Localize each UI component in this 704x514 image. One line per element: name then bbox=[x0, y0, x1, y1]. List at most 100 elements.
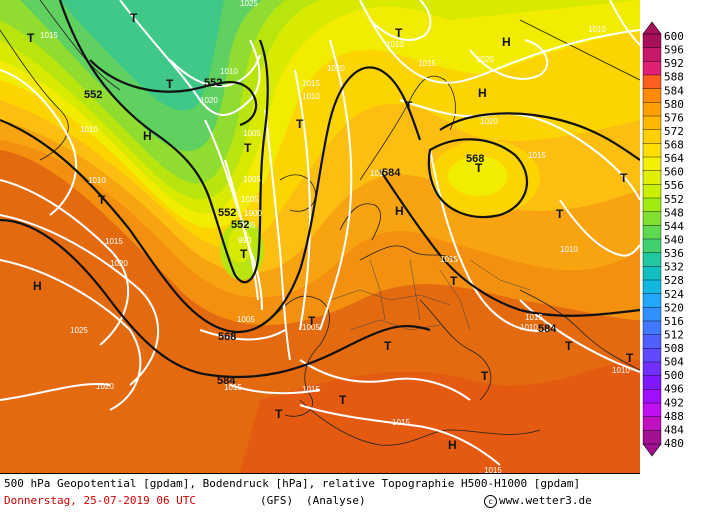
legend-swatch bbox=[642, 334, 662, 349]
pressure-label: 1020 bbox=[327, 64, 345, 73]
legend-label: 596 bbox=[664, 44, 684, 57]
pressure-label: 1020 bbox=[96, 382, 114, 391]
legend-swatch bbox=[642, 102, 662, 117]
pressure-label: 1015 bbox=[302, 79, 320, 88]
pressure-label: 1020 bbox=[110, 259, 128, 268]
legend-label: 576 bbox=[664, 111, 684, 124]
pressure-label: 1025 bbox=[240, 0, 258, 8]
geopotential-label: 568 bbox=[218, 331, 236, 343]
legend-label: 528 bbox=[664, 274, 684, 287]
field-544 bbox=[60, 0, 224, 111]
legend-label: 516 bbox=[664, 315, 684, 328]
pressure-label: 1015 bbox=[105, 237, 123, 246]
legend-label: 572 bbox=[664, 125, 684, 138]
pressure-label: 1015 bbox=[40, 31, 58, 40]
legend-label: 592 bbox=[664, 57, 684, 70]
warm-core-564 bbox=[448, 156, 508, 196]
pressure-label: 1015 bbox=[440, 255, 458, 264]
low-marker: T bbox=[450, 274, 458, 288]
high-marker: H bbox=[478, 86, 487, 100]
legend-label: 520 bbox=[664, 301, 684, 314]
pressure-label: 1005 bbox=[243, 175, 261, 184]
pressure-label: 1015 bbox=[528, 151, 546, 160]
footer-analysis: (Analyse) bbox=[306, 494, 366, 507]
legend-label: 496 bbox=[664, 383, 684, 396]
legend-swatch bbox=[642, 389, 662, 404]
legend-swatch bbox=[642, 129, 662, 144]
geopotential-label: 584 bbox=[382, 167, 401, 179]
legend-label: 536 bbox=[664, 247, 684, 260]
geopotential-labels: 552 552 552 552 568 584 584 584 568 bbox=[84, 77, 557, 387]
legend-label: 564 bbox=[664, 152, 684, 165]
legend-label: 504 bbox=[664, 356, 684, 369]
low-marker: T bbox=[565, 339, 573, 353]
map-footer: 500 hPa Geopotential [gpdam], Bodendruck… bbox=[0, 473, 640, 514]
legend-swatch bbox=[642, 266, 662, 281]
low-marker: T bbox=[275, 407, 283, 421]
legend-swatch bbox=[642, 197, 662, 213]
low-marker: T bbox=[296, 117, 304, 131]
geopotential-label: 584 bbox=[217, 375, 236, 387]
geopotential-label: 568 bbox=[466, 153, 484, 165]
legend-swatch bbox=[642, 320, 662, 336]
legend-swatch bbox=[642, 156, 662, 172]
legend-label: 560 bbox=[664, 166, 684, 179]
geopotential-contours bbox=[0, 0, 640, 379]
legend-swatch bbox=[642, 225, 662, 240]
high-marker: H bbox=[395, 204, 404, 218]
pressure-label: 1010 bbox=[386, 40, 404, 49]
geopotential-label: 552 bbox=[218, 207, 236, 219]
legend-swatch bbox=[642, 184, 662, 199]
legend-label: 600 bbox=[664, 30, 684, 43]
legend-label: 508 bbox=[664, 342, 684, 355]
legend-label: 492 bbox=[664, 396, 684, 409]
pressure-label: 1025 bbox=[70, 326, 88, 335]
legend-swatch bbox=[642, 293, 662, 308]
pressure-label: 1010 bbox=[220, 67, 238, 76]
pressure-labels: 1015 1010 1010 1010 1015 1020 1025 1020 … bbox=[40, 0, 630, 473]
legend-swatch bbox=[642, 361, 662, 377]
legend-label: 524 bbox=[664, 288, 684, 301]
legend-label: 552 bbox=[664, 193, 684, 206]
copyright-icon: c bbox=[484, 495, 497, 508]
pressure-label: 1010 bbox=[88, 176, 106, 185]
pressure-label: 1010 bbox=[370, 169, 388, 178]
low-marker: T bbox=[626, 351, 634, 365]
isobars bbox=[0, 0, 640, 466]
geopotential-label: 552 bbox=[204, 77, 222, 89]
pressure-label: 1005 bbox=[241, 195, 259, 204]
legend-swatch bbox=[642, 88, 662, 103]
pressure-label: 1020 bbox=[200, 96, 218, 105]
low-marker: T bbox=[240, 247, 248, 261]
footer-model: (GFS) bbox=[260, 494, 294, 507]
low-marker: T bbox=[27, 31, 35, 45]
pressure-label: 1010 bbox=[520, 323, 538, 332]
pressure-label: 1010 bbox=[302, 92, 320, 101]
pressure-label: 1015 bbox=[418, 59, 436, 68]
pressure-label: 1015 bbox=[302, 385, 320, 394]
legend-label: 544 bbox=[664, 220, 684, 233]
legend-arrow-bottom bbox=[642, 443, 662, 457]
legend-label: 568 bbox=[664, 139, 684, 152]
geopotential-label: 584 bbox=[538, 323, 557, 335]
geopotential-label: 552 bbox=[84, 89, 102, 101]
pressure-label: 995 bbox=[242, 221, 256, 230]
legend-label: 484 bbox=[664, 423, 684, 436]
pressure-label: 1010 bbox=[612, 366, 630, 375]
legend-swatch bbox=[642, 47, 662, 62]
footer-copyright: c www.wetter3.de bbox=[484, 494, 592, 508]
geopotential-label: 552 bbox=[231, 219, 249, 231]
legend-label: 500 bbox=[664, 369, 684, 382]
pressure-label: 1005 bbox=[302, 323, 320, 332]
pressure-label: 1000 bbox=[244, 209, 262, 218]
legend-swatch bbox=[642, 211, 662, 226]
legend-swatch bbox=[642, 252, 662, 267]
high-marker: H bbox=[143, 129, 152, 143]
legend-swatch bbox=[642, 143, 662, 158]
pressure-label: 1015 bbox=[224, 383, 242, 392]
legend-label: 588 bbox=[664, 71, 684, 84]
low-marker: T bbox=[405, 99, 413, 113]
high-marker: H bbox=[33, 279, 42, 293]
low-marker: T bbox=[98, 193, 106, 207]
legend-swatch bbox=[642, 170, 662, 185]
